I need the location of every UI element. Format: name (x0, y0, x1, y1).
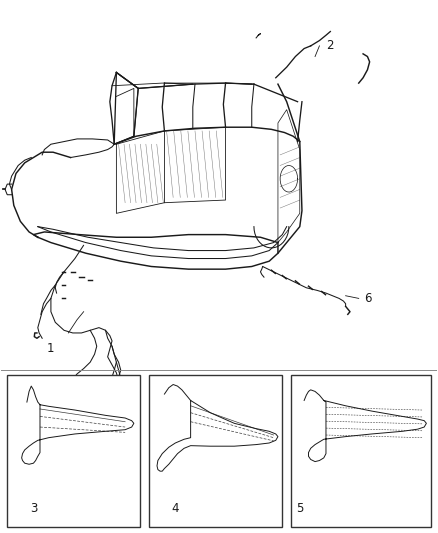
Text: 4: 4 (172, 502, 179, 515)
Text: 6: 6 (364, 292, 371, 305)
Bar (291, 375, 431, 527)
Bar (149, 375, 283, 527)
Text: 5: 5 (296, 502, 304, 515)
Text: 2: 2 (327, 39, 334, 52)
Text: 3: 3 (30, 502, 37, 515)
Text: 1: 1 (47, 342, 55, 356)
Bar (7, 375, 141, 527)
